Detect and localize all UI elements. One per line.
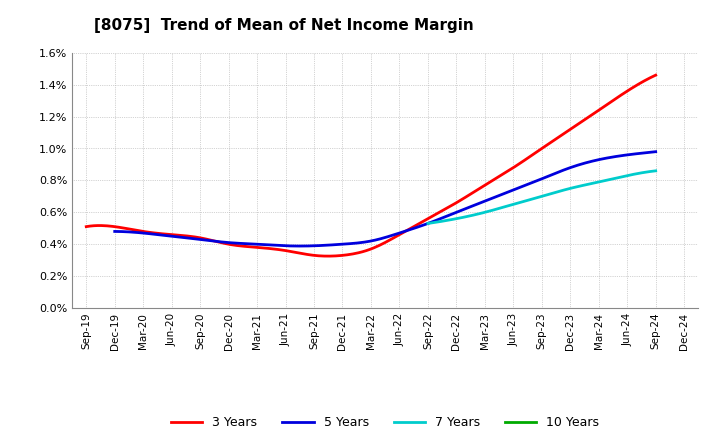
Text: [8075]  Trend of Mean of Net Income Margin: [8075] Trend of Mean of Net Income Margi… (94, 18, 473, 33)
Legend: 3 Years, 5 Years, 7 Years, 10 Years: 3 Years, 5 Years, 7 Years, 10 Years (166, 411, 604, 434)
